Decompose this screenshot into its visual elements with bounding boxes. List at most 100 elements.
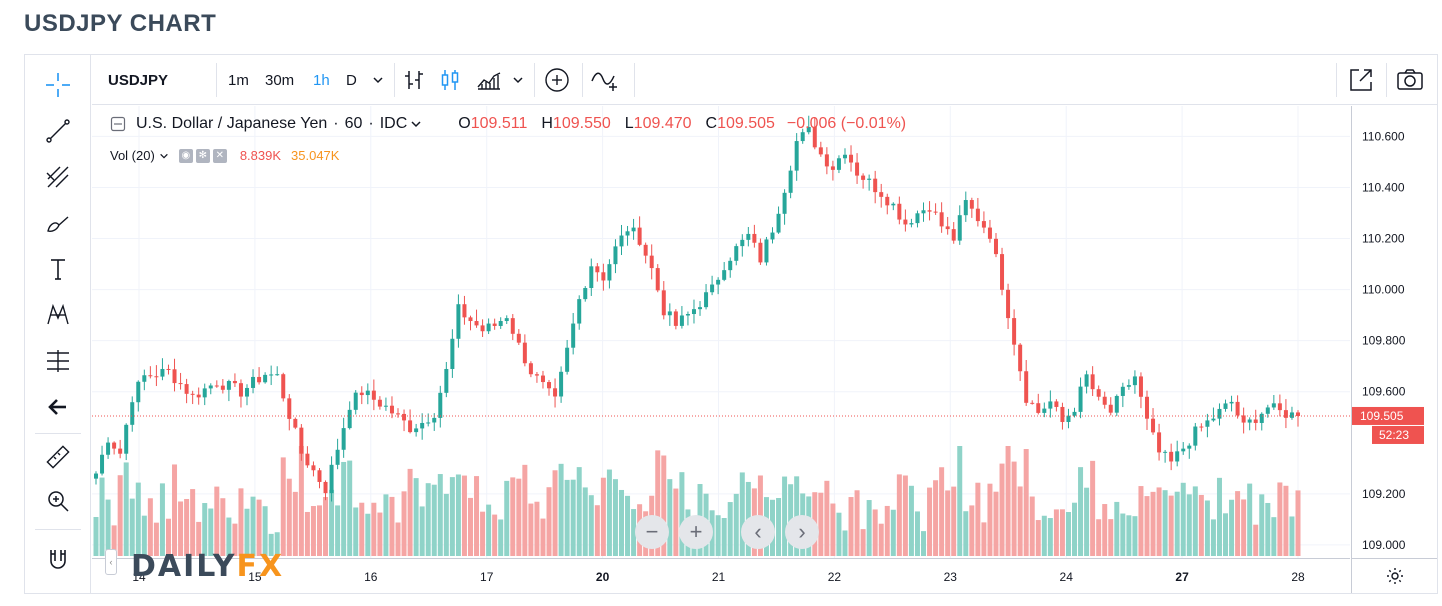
chevron-down-icon[interactable] xyxy=(159,151,169,161)
candle xyxy=(559,366,564,403)
candle xyxy=(172,358,177,392)
bar-style-button[interactable] xyxy=(402,55,426,105)
symbol-name[interactable]: U.S. Dollar / Japanese Yen xyxy=(136,115,328,132)
interval-1m[interactable]: 1m xyxy=(228,71,249,89)
candle-body xyxy=(100,454,105,474)
candle-body xyxy=(812,126,817,148)
volume-label[interactable]: Vol (20) xyxy=(110,148,155,163)
prediction-icon xyxy=(47,350,69,372)
hide-toolbar-button[interactable] xyxy=(40,389,76,425)
volume-bar xyxy=(1059,509,1065,556)
volume-bar xyxy=(570,479,576,556)
candle xyxy=(667,303,672,326)
volume-bar xyxy=(1210,519,1216,556)
interval-d[interactable]: D xyxy=(346,71,357,89)
zoom-tool[interactable] xyxy=(40,483,76,519)
compare-button[interactable] xyxy=(544,55,570,105)
volume-bar xyxy=(238,488,244,556)
candle-body xyxy=(830,166,835,170)
interval-dropdown[interactable] xyxy=(372,55,384,105)
candle xyxy=(1036,393,1041,415)
candle-body xyxy=(365,390,370,396)
candle-body xyxy=(1114,395,1119,413)
time-axis[interactable]: 14 15 16 17 20 21 22 23 24 27 28 xyxy=(92,558,1350,593)
volume-bar xyxy=(298,446,304,556)
collapse-legend-icon[interactable] xyxy=(110,116,126,132)
volume-bar xyxy=(600,477,606,556)
candle xyxy=(704,284,709,310)
volume-bar xyxy=(836,512,842,556)
candle xyxy=(963,191,968,222)
fib-tool[interactable] xyxy=(40,159,76,195)
price-chart[interactable] xyxy=(92,106,1350,558)
ruler-tool[interactable] xyxy=(40,439,76,475)
candle xyxy=(764,236,769,266)
candle-body xyxy=(1072,411,1077,416)
text-tool[interactable] xyxy=(40,251,76,287)
indicators-button[interactable] xyxy=(590,55,620,105)
candle xyxy=(438,385,443,428)
candle xyxy=(951,222,956,244)
close-icon[interactable]: ✕ xyxy=(212,148,227,163)
trend-line-tool[interactable] xyxy=(40,113,76,149)
candle-body xyxy=(468,317,473,322)
symbol-source[interactable]: IDC xyxy=(379,115,408,132)
candle xyxy=(1187,443,1192,459)
brush-tool[interactable] xyxy=(40,205,76,241)
candle-body xyxy=(359,392,364,396)
time-axis-scale[interactable]: 14 15 16 17 20 21 22 23 24 27 28 xyxy=(92,559,1350,594)
scroll-right-button[interactable]: › xyxy=(785,515,819,549)
candle xyxy=(383,397,388,411)
candle xyxy=(480,319,485,338)
candle-body xyxy=(565,347,570,372)
interval-1h[interactable]: 1h xyxy=(313,71,330,89)
crosshair-tool[interactable] xyxy=(40,67,76,103)
symbol-search-button[interactable]: USDJPY xyxy=(108,71,169,89)
candle-body xyxy=(1018,344,1023,372)
candles-icon xyxy=(441,70,459,90)
settings-icon[interactable]: ✻ xyxy=(195,148,210,163)
candle xyxy=(607,259,612,289)
plus-icon: + xyxy=(689,519,703,544)
candle xyxy=(861,173,866,189)
chart-style-dropdown[interactable] xyxy=(512,55,524,105)
measure-tool[interactable] xyxy=(40,343,76,379)
zoom-out-button[interactable]: − xyxy=(635,515,669,549)
eye-icon[interactable]: ◉ xyxy=(178,148,193,163)
zoom-in-button[interactable]: + xyxy=(679,515,713,549)
chart-settings-button[interactable] xyxy=(1351,558,1437,593)
candle-body xyxy=(1108,404,1113,413)
volume-bar xyxy=(522,464,528,556)
candle-body xyxy=(245,387,250,397)
scroll-left-button[interactable]: ‹ xyxy=(741,515,775,549)
volume-bar xyxy=(1253,524,1259,556)
candle-body xyxy=(438,392,443,418)
fullscreen-button[interactable] xyxy=(1348,55,1374,105)
volume-bar xyxy=(383,494,389,556)
interval-30m[interactable]: 30m xyxy=(265,71,295,89)
scroll-handle[interactable]: ‹ xyxy=(105,549,117,575)
volume-bar xyxy=(1096,519,1102,556)
price-axis-scale[interactable]: 110.600 110.400 110.200 110.000 109.800 109.6… xyxy=(1352,106,1438,558)
volume-bar xyxy=(431,484,437,556)
price-tick-label: 109.800 xyxy=(1362,334,1406,348)
candle-style-button[interactable] xyxy=(438,55,462,105)
candle xyxy=(601,263,606,291)
volume-bar xyxy=(655,450,661,556)
price-axis[interactable]: 110.600 110.400 110.200 110.000 109.800 109.6… xyxy=(1351,106,1437,558)
volume-bar xyxy=(341,461,347,556)
pattern-tool[interactable] xyxy=(40,297,76,333)
candle-body xyxy=(879,192,884,197)
chart-pane[interactable] xyxy=(92,106,1350,558)
chevron-right-icon: › xyxy=(798,519,806,544)
candle-body xyxy=(891,203,896,206)
candle-body xyxy=(329,464,334,494)
chevron-down-icon[interactable] xyxy=(410,118,422,130)
snapshot-button[interactable] xyxy=(1396,55,1424,105)
area-style-button[interactable] xyxy=(475,55,503,105)
volume-bar xyxy=(884,505,890,556)
candle xyxy=(1138,372,1143,409)
magnet-tool[interactable] xyxy=(40,541,76,577)
candle xyxy=(698,301,703,316)
candle-body xyxy=(1199,426,1204,428)
